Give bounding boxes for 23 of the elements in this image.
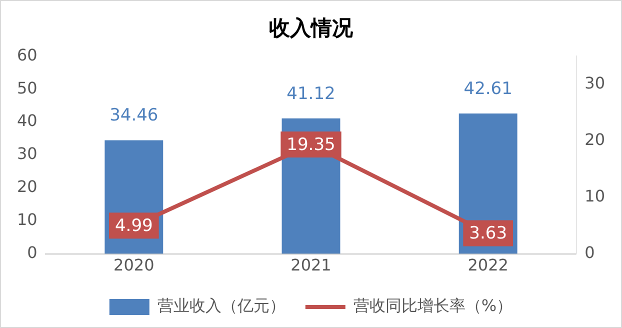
data-label: 41.12 bbox=[286, 84, 336, 104]
y-tick-label: 60 bbox=[17, 45, 38, 64]
y2-tick-label: 20 bbox=[584, 130, 605, 150]
x-tick-label: 2022 bbox=[468, 256, 508, 275]
y-tick-label: 10 bbox=[17, 210, 38, 230]
data-label: 3.63 bbox=[469, 224, 508, 244]
y-tick-label: 20 bbox=[17, 177, 38, 196]
data-label: 19.35 bbox=[286, 134, 336, 155]
x-tick-label: 2021 bbox=[290, 256, 332, 275]
x-tick-label: 2020 bbox=[114, 256, 154, 275]
data-label: 42.61 bbox=[464, 78, 512, 99]
legend-label: 营收同比增长率（%） bbox=[353, 296, 513, 316]
y-tick-label: 30 bbox=[17, 144, 38, 164]
y-tick-label: 40 bbox=[17, 111, 38, 130]
y2-tick-label: 10 bbox=[584, 186, 605, 206]
y2-tick-label: 30 bbox=[584, 74, 605, 93]
data-label: 34.46 bbox=[110, 106, 158, 126]
legend-label: 营业收入（亿元） bbox=[157, 296, 286, 316]
y2-tick-label: 0 bbox=[584, 242, 595, 262]
y-tick-label: 50 bbox=[17, 78, 38, 98]
data-label: 4.99 bbox=[114, 216, 153, 236]
chart-title: 收入情况 bbox=[269, 16, 354, 40]
y-tick-label: 0 bbox=[27, 242, 38, 262]
